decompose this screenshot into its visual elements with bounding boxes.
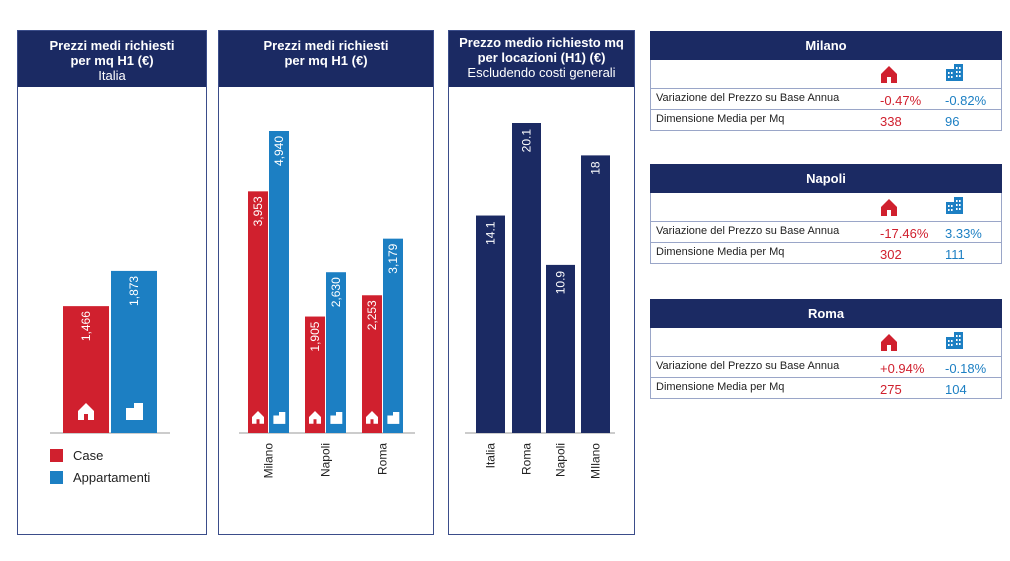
bar-roma-appartamenti: [383, 238, 403, 433]
value-case: 338: [880, 114, 902, 129]
value-appartamenti: 104: [945, 382, 967, 397]
category-label-italia: Italia: [484, 443, 498, 469]
bar-italia: [476, 215, 505, 433]
panel-citta-header: Prezzi medi richiesti per mq H1 (€): [219, 31, 433, 87]
bar-napoli: [546, 264, 575, 433]
chart-italia: 1,466 1,873: [50, 270, 170, 434]
table-title: Roma: [650, 299, 1002, 328]
building-icon: [273, 412, 286, 424]
building-icon: [946, 197, 963, 214]
bar-napoli-appartamenti: [326, 272, 346, 433]
value-appartamenti: -0.18%: [945, 361, 987, 376]
house-icon: [881, 66, 897, 83]
table-title: Napoli: [650, 164, 1002, 193]
value-appartamenti: -0.82%: [945, 93, 987, 108]
value-case: -17.46%: [880, 226, 929, 241]
table-row-variazione: Variazione del Prezzo su Base Annua +0.94…: [650, 357, 1002, 378]
bar-label-roma-appartamenti: 3,179: [386, 243, 400, 273]
value-case: +0.94%: [880, 361, 925, 376]
legend-label-case: Case: [73, 447, 104, 463]
panel-citta: Prezzi medi richiesti per mq H1 (€) 3,95…: [218, 30, 434, 535]
category-label-napoli: Napoli: [319, 443, 333, 477]
bar-label-roma-case: 2,253: [365, 300, 379, 330]
bar-label-milano: 18: [589, 161, 603, 175]
building-icon: [387, 412, 400, 424]
value-case: -0.47%: [880, 93, 922, 108]
legend-label-appartamenti: Appartamenti: [73, 469, 151, 485]
table-row-dimensione: Dimensione Media per Mq 275 104: [650, 378, 1002, 399]
table-row-dimensione: Dimensione Media per Mq 338 96: [650, 110, 1002, 131]
house-icon: [78, 403, 94, 420]
house-icon: [881, 334, 897, 351]
bar-label-roma: 20.1: [520, 129, 534, 153]
bar-label-italia: 14.1: [484, 221, 498, 245]
value-appartamenti: 96: [945, 114, 960, 129]
table-napoli: Napoli Variazione del Prezzo su Base Annu…: [650, 164, 1002, 264]
bar-label-appartamenti: 1,873: [127, 276, 141, 306]
legend-item-case: Case: [50, 444, 150, 466]
panel-locazioni-header: Prezzo medio richiesto mq per locazioni …: [449, 31, 634, 87]
row-label: Dimensione Media per Mq: [656, 381, 785, 393]
row-label: Variazione del Prezzo su Base Annua: [656, 360, 840, 372]
category-label-roma: Roma: [376, 443, 390, 475]
building-icon: [126, 403, 143, 420]
row-label: Variazione del Prezzo su Base Annua: [656, 225, 840, 237]
house-icon: [309, 411, 321, 424]
value-case: 275: [880, 382, 902, 397]
bar-roma: [512, 123, 541, 433]
table-roma: Roma Variazione del Prezzo su Base Annua +…: [650, 299, 1002, 399]
table-row-dimensione: Dimensione Media per Mq 302 111: [650, 243, 1002, 264]
bar-label-napoli-appartamenti: 2,630: [329, 277, 343, 307]
building-icon: [946, 332, 963, 349]
row-label: Dimensione Media per Mq: [656, 246, 785, 258]
category-label-napoli: Napoli: [554, 443, 568, 477]
panel-italia-title: Prezzi medi richiesti per mq H1 (€): [49, 38, 175, 68]
panel-locazioni-title: Prezzo medio richiesto mq per locazioni …: [459, 35, 624, 65]
panel-italia-header: Prezzi medi richiesti per mq H1 (€) Ital…: [18, 31, 206, 87]
table-icon-row: [650, 60, 1002, 89]
table-row-variazione: Variazione del Prezzo su Base Annua -17.4…: [650, 222, 1002, 243]
legend-swatch-appartamenti: [50, 470, 63, 484]
building-icon: [946, 64, 963, 81]
bar-milano-appartamenti: [269, 131, 289, 433]
bar-milano: [581, 155, 610, 433]
row-label: Variazione del Prezzo su Base Annua: [656, 92, 840, 104]
panel-italia-subtitle: Italia: [98, 68, 126, 83]
table-milano: Milano Variazione del Prezzo su Base Annu…: [650, 31, 1002, 131]
category-label-milano: MIlano: [589, 443, 603, 479]
category-label-roma: Roma: [520, 443, 534, 475]
bar-label-milano-appartamenti: 4,940: [272, 136, 286, 166]
value-case: 302: [880, 247, 902, 262]
table-row-variazione: Variazione del Prezzo su Base Annua -0.47…: [650, 89, 1002, 110]
house-icon: [252, 411, 264, 424]
bar-roma-case: [362, 295, 382, 433]
building-icon: [330, 412, 343, 424]
table-icon-row: [650, 328, 1002, 357]
value-appartamenti: 111: [945, 247, 965, 262]
panel-locazioni: Prezzo medio richiesto mq per locazioni …: [448, 30, 635, 535]
bar-label-milano-case: 3,953: [251, 196, 265, 226]
table-title: Milano: [650, 31, 1002, 60]
table-icon-row: [650, 193, 1002, 222]
bar-milano-case: [248, 191, 268, 433]
legend-swatch-case: [50, 448, 63, 462]
panel-citta-title: Prezzi medi richiesti per mq H1 (€): [263, 38, 389, 68]
house-icon: [366, 411, 378, 424]
bar-label-napoli-case: 1,905: [308, 321, 322, 351]
bar-napoli-case: [305, 316, 325, 433]
house-icon: [881, 199, 897, 216]
legend-item-appartamenti: Appartamenti: [50, 466, 150, 488]
chart-locazioni: 14.1 Italia 20.1 Roma 10.9 Napoli 18 MIlano: [465, 123, 615, 479]
legend: Case Appartamenti: [50, 444, 150, 488]
chart-citta: 3,953 4,940 Milano 1,905 2,630 Napoli 2,253 3,1…: [239, 131, 415, 479]
panel-locazioni-subtitle: Escludendo costi generali: [467, 65, 616, 80]
category-label-milano: Milano: [262, 443, 276, 479]
value-appartamenti: 3.33%: [945, 226, 982, 241]
panel-italia: Prezzi medi richiesti per mq H1 (€) Ital…: [17, 30, 207, 535]
bar-label-case: 1,466: [79, 311, 93, 341]
bar-label-napoli: 10.9: [554, 271, 568, 295]
row-label: Dimensione Media per Mq: [656, 113, 785, 125]
